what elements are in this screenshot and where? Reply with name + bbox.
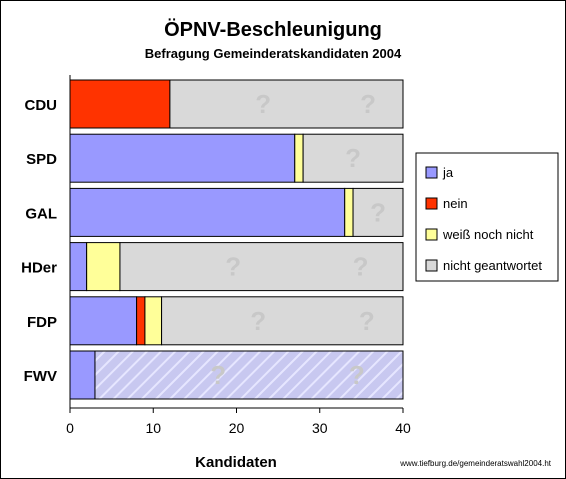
legend-swatch-ja <box>425 166 438 179</box>
question-mark-gal: ? <box>370 197 386 227</box>
category-label-spd: SPD <box>26 151 57 168</box>
category-label-fwv: FWV <box>24 368 57 385</box>
legend-label-nicht-geantwortet: nicht geantwortet <box>443 258 542 273</box>
bar-hder-nicht-geantwortet <box>119 242 404 292</box>
bar-spd-weiß-noch-nicht <box>294 133 304 183</box>
bar-spd-ja <box>69 133 296 183</box>
plot-area: ? ? CDU? SPD? GAL? ? HDer? ? FDP? ? FWV <box>21 79 404 400</box>
bar-hder-weiß-noch-nicht <box>86 242 121 292</box>
bar-fdp-nein <box>136 296 146 346</box>
category-label-cdu: CDU <box>25 97 58 114</box>
legend-swatch-weiß-noch-nicht <box>425 228 438 241</box>
bar-gal-nicht-geantwortet <box>352 187 404 237</box>
bar-fdp-ja <box>69 296 138 346</box>
x-axis-title: Kandidaten <box>195 454 277 471</box>
legend: ja nein weiß noch nicht nicht geantwortet <box>415 152 559 282</box>
bar-fdp-nicht-geantwortet <box>161 296 404 346</box>
category-label-gal: GAL <box>25 205 57 222</box>
x-tick-label: 0 <box>66 420 74 436</box>
chart-subtitle: Befragung Gemeinderatskandidaten 2004 <box>145 46 402 61</box>
legend-label-nein: nein <box>443 196 468 211</box>
bar-gal-weiß-noch-nicht <box>344 187 354 237</box>
bar-cdu-nicht-geantwortet <box>169 79 404 129</box>
legend-label-ja: ja <box>442 165 454 180</box>
question-mark-cdu: ? <box>360 89 376 119</box>
x-axis: 0 10 20 30 40 <box>66 75 411 436</box>
chart-title: ÖPNV-Beschleunigung <box>164 18 382 41</box>
legend-swatch-nein <box>425 197 438 210</box>
bar-gal-ja <box>69 187 346 237</box>
x-tick-label: 10 <box>145 420 161 436</box>
question-mark-fdp: ? <box>250 306 266 336</box>
source-url: www.tiefburg.de/gemeinderatswahl2004.ht <box>399 459 552 468</box>
bar-hder-ja <box>69 242 88 292</box>
bar-fdp-weiß-noch-nicht <box>144 296 163 346</box>
legend-label-weiß-noch-nicht: weiß noch nicht <box>442 227 534 242</box>
bar-fwv-nicht-geantwortet <box>94 350 404 400</box>
x-tick-label: 20 <box>229 420 245 436</box>
x-tick-label: 40 <box>395 420 411 436</box>
legend-swatch-nicht-geantwortet <box>425 259 438 272</box>
question-mark-hder: ? <box>225 252 241 282</box>
x-tick-label: 30 <box>312 420 328 436</box>
category-label-hder: HDer <box>21 260 57 277</box>
question-mark-spd: ? <box>345 143 361 173</box>
question-mark-fwv: ? <box>210 360 226 390</box>
category-label-fdp: FDP <box>27 314 57 331</box>
bar-cdu-nein <box>69 79 171 129</box>
bar-spd-nicht-geantwortet <box>302 133 404 183</box>
question-mark-hder: ? <box>353 252 369 282</box>
bar-fwv-ja <box>69 350 96 400</box>
question-mark-cdu: ? <box>255 89 271 119</box>
question-mark-fdp: ? <box>359 306 375 336</box>
legend-box <box>415 152 559 282</box>
question-mark-fwv: ? <box>349 360 365 390</box>
